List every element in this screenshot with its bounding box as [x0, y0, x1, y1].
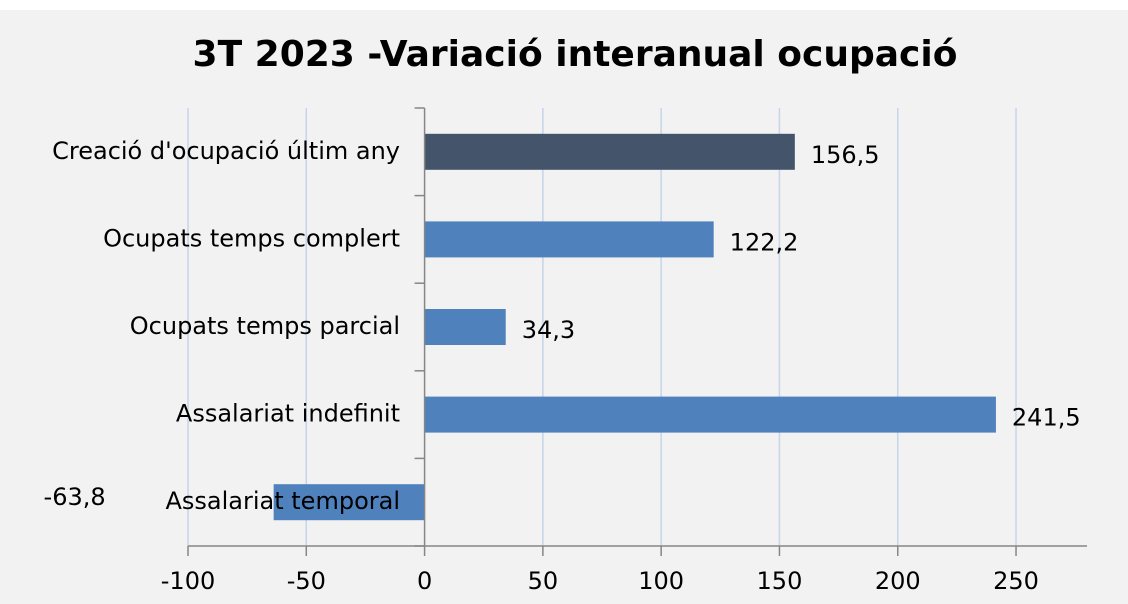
x-tick-label: 0 [417, 567, 432, 595]
value-label: 34,3 [522, 316, 575, 344]
x-tick-label: 150 [757, 567, 803, 595]
bar [424, 133, 795, 170]
bar [273, 484, 425, 521]
bar [424, 396, 996, 433]
category-label: Assalariat temporal [165, 487, 400, 515]
x-tick-label: 100 [638, 567, 684, 595]
chart-title: 3T 2023 -Variació interanual ocupació [193, 34, 958, 75]
x-tick-label: 200 [875, 567, 921, 595]
bar [424, 221, 714, 258]
x-tick-label: -100 [161, 567, 215, 595]
x-tick-label: 250 [993, 567, 1039, 595]
bar [424, 309, 506, 345]
x-tick-label: -50 [287, 567, 326, 595]
value-label: 241,5 [1012, 404, 1081, 432]
x-tick-label: 50 [528, 567, 559, 595]
value-label: -63,8 [44, 483, 106, 511]
category-label: Creació d'ocupació últim any [52, 137, 400, 165]
category-label: Ocupats temps complert [103, 224, 400, 252]
value-label: 122,2 [730, 228, 799, 256]
value-label: 156,5 [811, 141, 880, 169]
category-label: Assalariat indefinit [176, 400, 400, 428]
category-label: Ocupats temps parcial [130, 312, 400, 340]
